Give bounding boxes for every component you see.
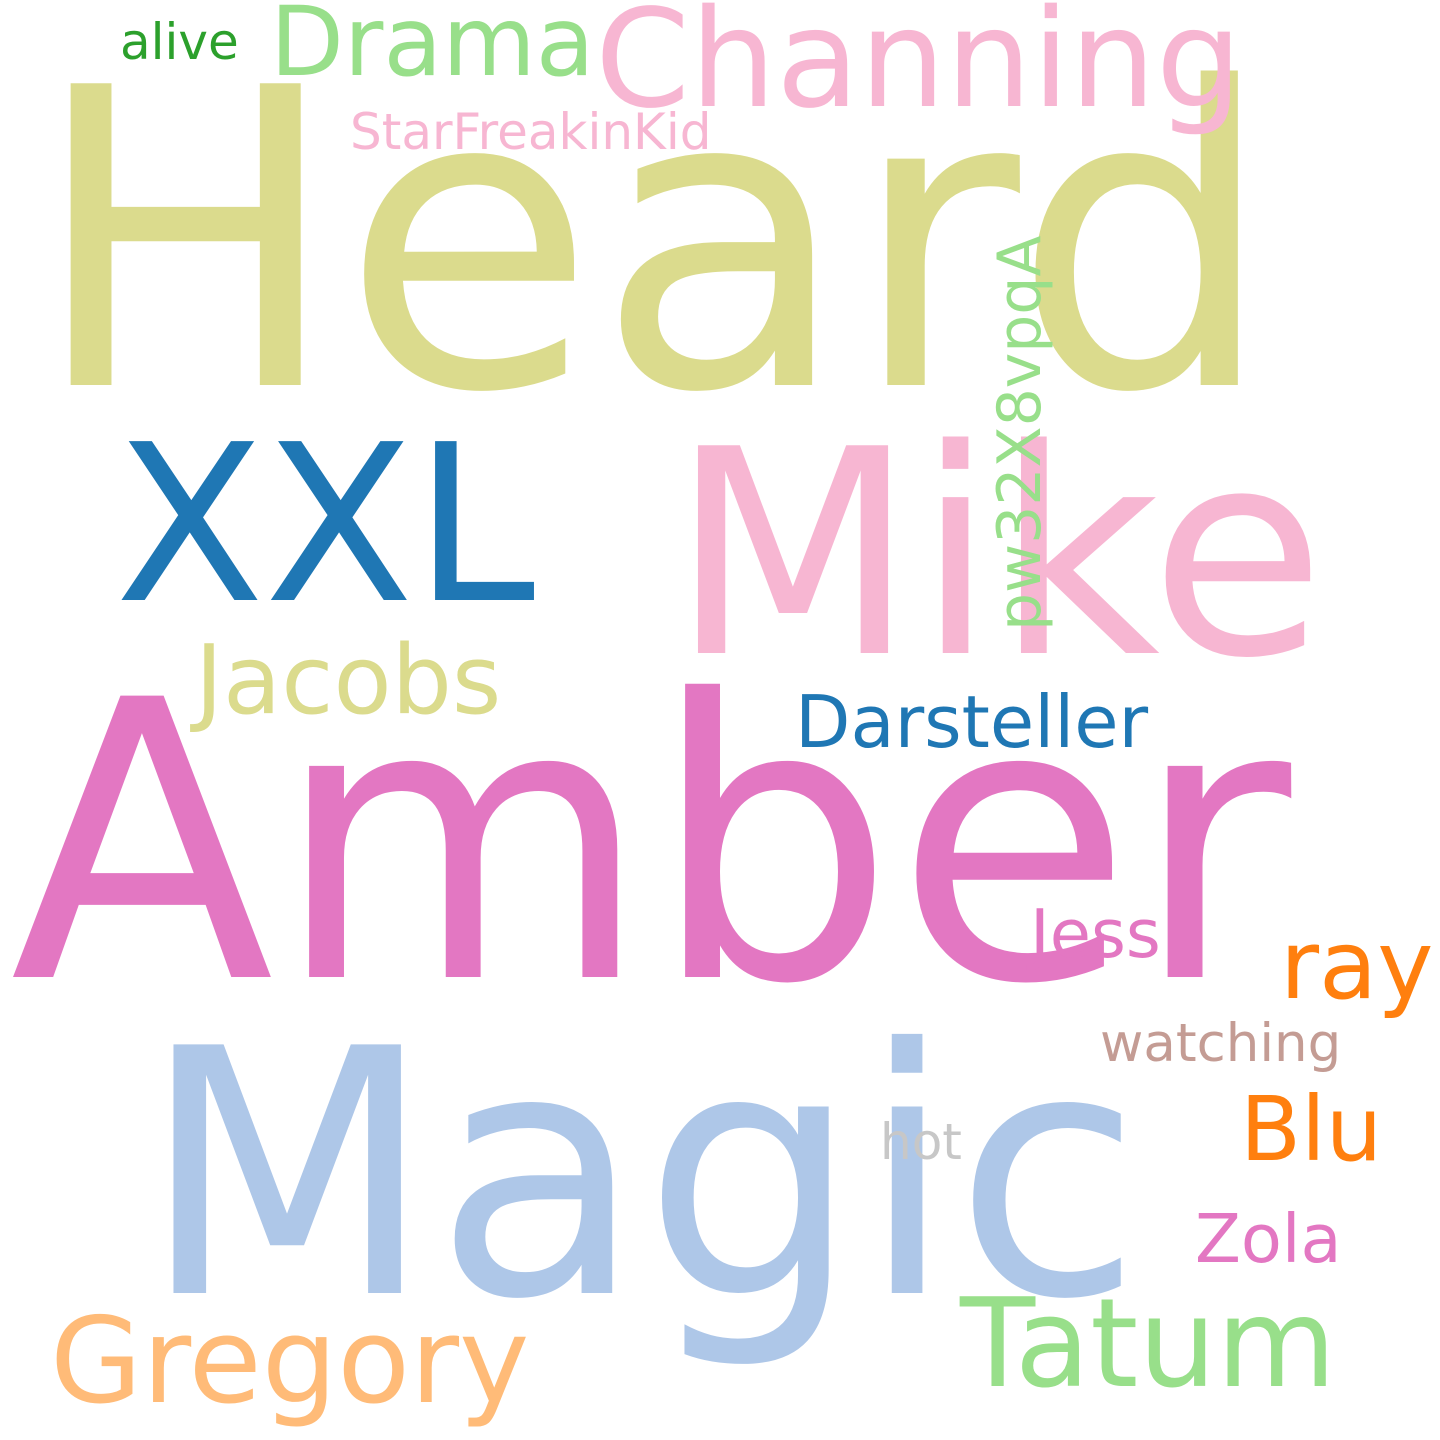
word-blu: Blu <box>1240 1077 1383 1181</box>
word-starfreakinkid: StarFreakinKid <box>350 103 712 161</box>
word-amber: Amber <box>10 620 1292 1069</box>
word-pw32x8vpqa: pw32X8vpqA <box>985 235 1055 631</box>
word-darsteller: Darsteller <box>795 680 1149 764</box>
word-mike: Mike <box>670 389 1326 721</box>
word-jacobs: Jacobs <box>195 626 502 736</box>
word-heard: Heard <box>30 1 1276 483</box>
word-channing: Channing <box>595 0 1243 139</box>
word-alive: alive <box>120 13 239 71</box>
word-tatum: Tatum <box>960 1273 1337 1416</box>
word-jess: Jess <box>1030 895 1161 973</box>
word-gregory: Gregory <box>50 1293 530 1431</box>
word-magic: Magic <box>140 977 1142 1374</box>
word-xxl: XXL <box>115 399 536 652</box>
word-hot: hot <box>880 1113 962 1171</box>
word-watching: watching <box>1100 1013 1342 1074</box>
word-zola: Zola <box>1195 1200 1342 1278</box>
word-drama: Drama <box>270 0 595 98</box>
word-ray: ray <box>1280 911 1434 1021</box>
